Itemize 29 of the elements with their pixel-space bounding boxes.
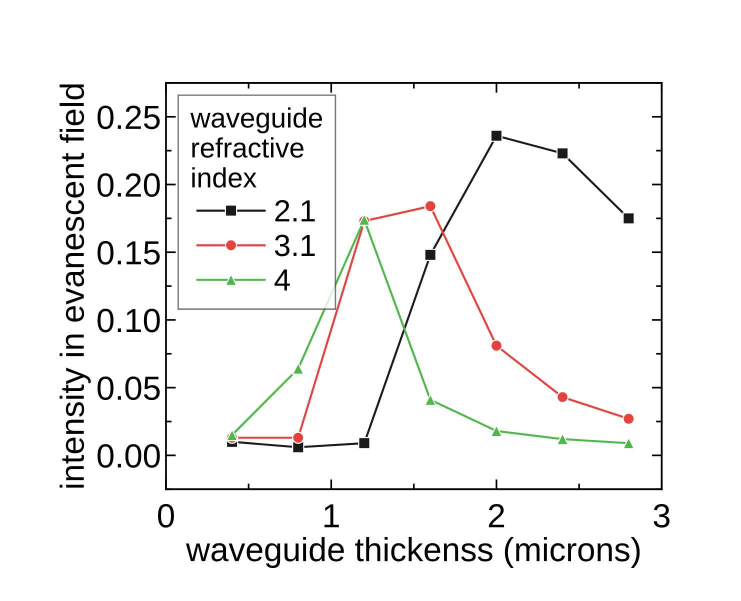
y-tick-label: 0.00 bbox=[98, 444, 160, 468]
x-tick-label: 2 bbox=[488, 504, 504, 528]
point bbox=[292, 432, 304, 444]
point bbox=[556, 391, 569, 404]
point bbox=[622, 212, 635, 224]
x-tick-label: 1 bbox=[324, 504, 339, 528]
x-tick-label: 0 bbox=[158, 504, 174, 528]
x-axis-title: waveguide thickenss (microns) bbox=[186, 536, 640, 568]
point bbox=[292, 362, 304, 375]
legend-label: 4 bbox=[274, 270, 290, 291]
point bbox=[622, 437, 635, 450]
point bbox=[424, 394, 436, 406]
y-tick-label: 0.25 bbox=[98, 106, 160, 130]
legend-label: 2.1 bbox=[275, 200, 315, 222]
y-tick-label: 0.05 bbox=[98, 376, 160, 400]
y-tick-label: 0.15 bbox=[98, 241, 160, 265]
point bbox=[424, 200, 436, 212]
legend-label: 3.1 bbox=[274, 234, 315, 256]
point bbox=[358, 437, 370, 450]
legend-title: waveguide refractive index bbox=[190, 107, 322, 188]
point bbox=[622, 412, 635, 425]
y-tick-label: 0.20 bbox=[98, 173, 160, 197]
y-axis-title: intensity in evanescent field bbox=[60, 84, 91, 488]
point bbox=[556, 147, 569, 160]
point bbox=[424, 248, 436, 262]
y-tick-label: 0.10 bbox=[98, 308, 160, 332]
point bbox=[490, 340, 503, 352]
x-tick-label: 3 bbox=[654, 504, 670, 528]
point bbox=[490, 130, 503, 142]
